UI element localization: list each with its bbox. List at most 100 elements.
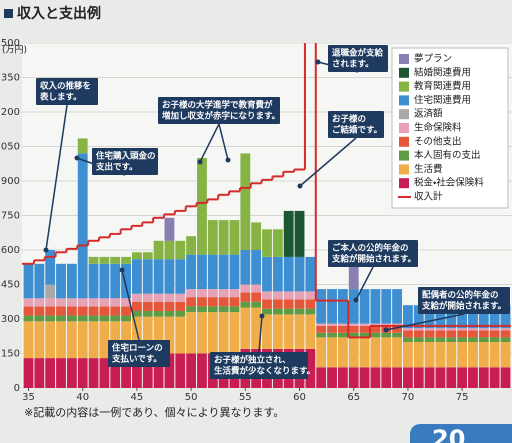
annotation-box (210, 352, 308, 379)
bar-segment (305, 348, 316, 388)
bar-segment (110, 263, 121, 299)
bar-segment (500, 337, 511, 342)
bar-segment (327, 332, 337, 338)
bar-segment (468, 305, 478, 329)
bar-segment (251, 250, 262, 285)
bar-segment (66, 321, 77, 359)
x-tick-label: 50 (185, 392, 198, 403)
annotation-dot (74, 155, 80, 161)
bar-segment (457, 337, 468, 342)
bar-segment (197, 353, 207, 388)
bar-segment (272, 299, 283, 309)
bar-segment (381, 367, 392, 388)
annotation-pointer (199, 123, 220, 163)
bar-segment (142, 353, 153, 388)
legend-label: 本人固有の支出 (414, 149, 481, 161)
bar-segment (370, 332, 381, 338)
annotation-text: 配偶者の公的年金の (422, 290, 499, 301)
annotation-box (328, 45, 388, 72)
bar-segment (413, 342, 424, 368)
bar-segment (489, 328, 500, 331)
bar-segment (240, 307, 251, 349)
bar-segment (359, 332, 370, 338)
annotation-text: されます。 (332, 60, 374, 70)
bar-segment (381, 323, 392, 326)
annotation-box (158, 97, 280, 124)
bar-segment (131, 259, 142, 294)
bar-segment (131, 252, 142, 260)
bar-segment (489, 305, 500, 329)
annotation: お子様が独立され、生活費が少なくなります。 (210, 313, 315, 379)
bar-segment (392, 367, 403, 388)
bar-segment (468, 330, 478, 338)
bar-segment (56, 298, 66, 307)
bar-segment (489, 367, 500, 388)
bar-segment (403, 337, 413, 342)
annotation-box (328, 240, 418, 267)
bar-segment (110, 298, 121, 307)
bar-segment (121, 298, 131, 307)
y-tick-label: 750 (1, 211, 20, 222)
legend-swatch (399, 67, 409, 78)
annotation-dot (259, 313, 265, 319)
annotation-text: 退職金が支給 (332, 48, 384, 59)
bar-segment (45, 284, 56, 299)
bar-segment (88, 263, 99, 299)
y-tick-label: 150 (1, 349, 20, 360)
y-tick-label: 600 (1, 245, 20, 256)
bar-segment (468, 342, 478, 368)
bar-segment (294, 314, 305, 349)
bar-segment (110, 315, 121, 322)
legend-swatch (399, 164, 409, 175)
bar-segment (153, 310, 164, 317)
bar-segment (262, 291, 272, 300)
bar-segment (468, 367, 478, 388)
bar-segment (424, 305, 435, 329)
annotation-text: 支給が開始されます。 (331, 254, 416, 265)
bar-segment (197, 289, 207, 298)
bar-segment (316, 325, 327, 333)
bar-segment (359, 323, 370, 326)
bar-segment (164, 259, 175, 294)
bar-segment (131, 293, 142, 302)
annotation-text: お子様が独立され、 (214, 355, 291, 366)
bar-segment (77, 315, 88, 322)
bar-segment (66, 315, 77, 322)
bar-segment (413, 328, 424, 331)
bar-segment (251, 307, 262, 349)
bar-segment (66, 263, 77, 299)
legend-swatch (399, 81, 409, 92)
bar-segment (88, 321, 99, 359)
page-tab (410, 424, 512, 443)
bar-segment (272, 308, 283, 315)
bar-segment (23, 321, 34, 359)
bar-segment (403, 328, 413, 331)
bar-segment (337, 323, 348, 326)
annotation-dot (315, 59, 321, 65)
bar-segment (424, 330, 435, 338)
bar-segment (435, 305, 446, 329)
bar-segment (121, 306, 131, 316)
bar-segment (403, 330, 413, 338)
bar-segment (99, 315, 110, 322)
bar-segment (348, 323, 359, 326)
legend-label: 返済額 (414, 108, 443, 120)
annotation-pointer (45, 104, 68, 251)
bar-segment (500, 367, 511, 388)
annotation-dot (225, 157, 231, 163)
bar-segment (457, 330, 468, 338)
y-tick-label: 300 (1, 314, 20, 325)
bar-segment (34, 358, 45, 388)
annotation-box (92, 148, 158, 175)
bar-segment (435, 337, 446, 342)
bar-segment (110, 306, 121, 316)
x-tick-label: 55 (239, 392, 252, 403)
bar-segment (413, 330, 424, 338)
bar-segment (186, 236, 197, 255)
y-tick-label: 450 (1, 280, 20, 291)
bar-segment (305, 256, 316, 292)
bar-segment (164, 353, 175, 388)
bar-segment (316, 332, 327, 338)
